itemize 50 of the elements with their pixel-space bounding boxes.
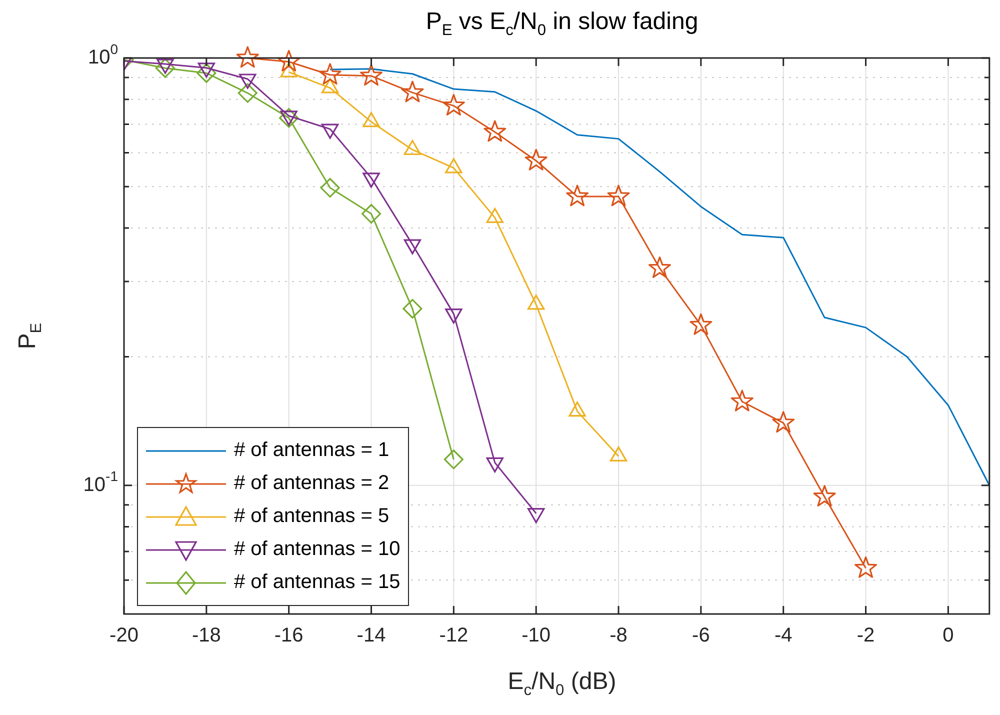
point	[772, 411, 795, 433]
point	[360, 64, 383, 86]
point	[238, 83, 258, 103]
point	[813, 485, 836, 507]
point	[320, 178, 340, 198]
point	[444, 450, 464, 470]
point	[401, 80, 424, 102]
point	[321, 78, 339, 94]
legend-label: # of antennas = 10	[234, 538, 400, 561]
point	[236, 46, 259, 68]
x-tick-label: -6	[692, 624, 710, 647]
x-axis-title: E$_{c}$/N$_{0}$ (dB)	[506, 668, 618, 700]
point	[318, 63, 342, 85]
point	[402, 298, 422, 319]
x-tick-label: -14	[356, 624, 386, 647]
point	[528, 294, 545, 310]
point	[445, 158, 462, 174]
x-tick-label: 0	[942, 624, 954, 647]
point	[690, 313, 712, 335]
point	[404, 140, 422, 156]
x-tick-label: -18	[192, 624, 221, 647]
point	[568, 402, 586, 417]
point	[854, 556, 878, 578]
point	[442, 94, 465, 116]
point	[610, 446, 628, 462]
x-tick-label: -10	[522, 624, 551, 647]
point	[524, 148, 548, 170]
point	[280, 62, 298, 78]
x-tick-label: -16	[274, 624, 304, 647]
legend-label: # of antennas = 2	[234, 472, 390, 495]
point	[607, 184, 630, 206]
x-tick-label: -2	[856, 624, 875, 647]
point	[361, 204, 382, 224]
point	[362, 112, 380, 128]
x-tick-label: -12	[439, 624, 468, 647]
chart-title: P$_{E}$ vs E$_{c}$/N$_{0}$ in slow fading	[424, 8, 700, 40]
point	[155, 58, 176, 78]
point	[486, 208, 504, 223]
legend-label: # of antennas = 5	[234, 505, 390, 528]
point	[730, 390, 754, 412]
x-tick-label: -4	[774, 624, 792, 647]
x-tick-label: -20	[110, 624, 138, 647]
point	[648, 256, 671, 278]
point	[278, 50, 300, 72]
legend-label: # of antennas = 15	[234, 571, 400, 594]
point	[196, 63, 216, 83]
x-tick-label: -8	[610, 624, 628, 647]
point	[566, 184, 589, 206]
point	[484, 120, 506, 142]
legend-label: # of antennas = 1	[234, 439, 390, 462]
